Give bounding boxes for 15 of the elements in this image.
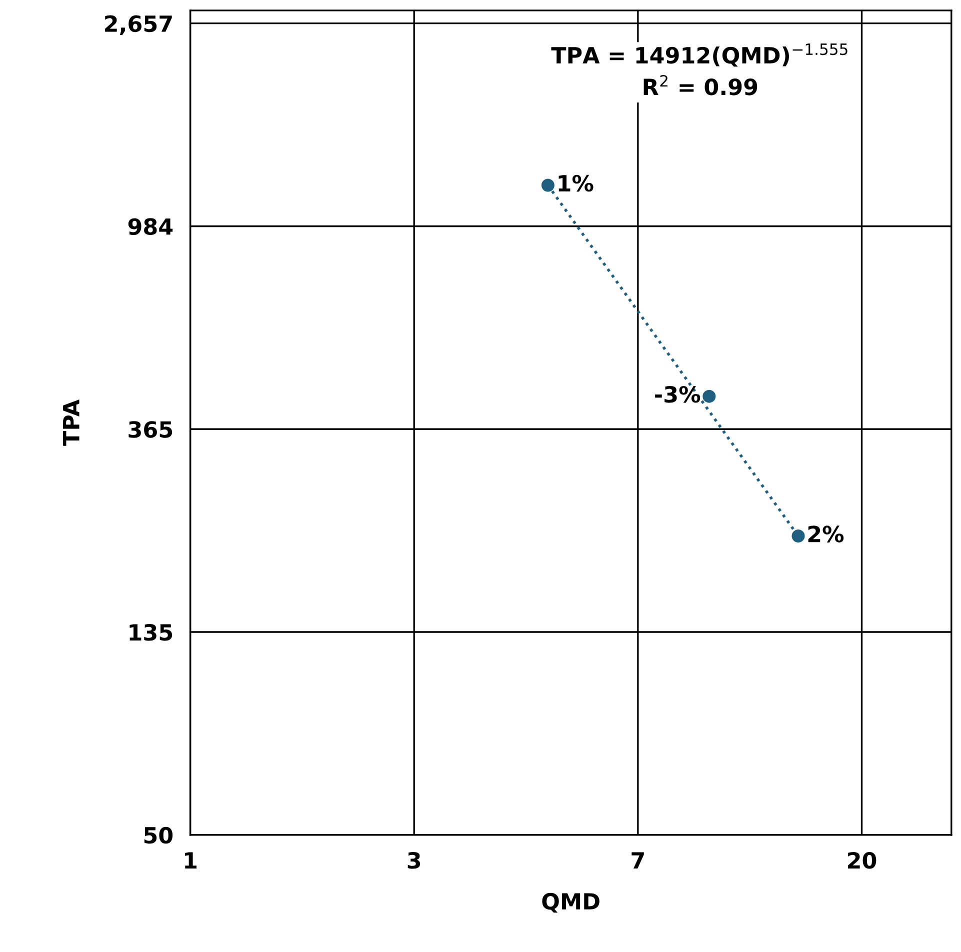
annotation: 1% [558,174,594,192]
x-tick-label: 20 [848,852,876,869]
y-tick-label: 365 [128,421,172,438]
x-axis-title: QMD [542,892,600,913]
x-tick-label: 3 [408,852,420,869]
text: TPA = 14912(QMD)$^{−1.555}$ R$^{2}$ = 0.99 [551,44,848,96]
y-tick-label: 984 [128,218,173,235]
annotation: -3% [655,386,700,403]
x-tick-label: 7 [632,852,644,868]
annotation: 2% [808,526,844,542]
y-tick-label: 135 [130,624,172,641]
y-axis-title: TPA [63,399,80,446]
y-tick-label: 2,657 [105,15,172,35]
x-tick-label: 1 [185,852,196,868]
y-tick-label: 50 [144,826,173,844]
